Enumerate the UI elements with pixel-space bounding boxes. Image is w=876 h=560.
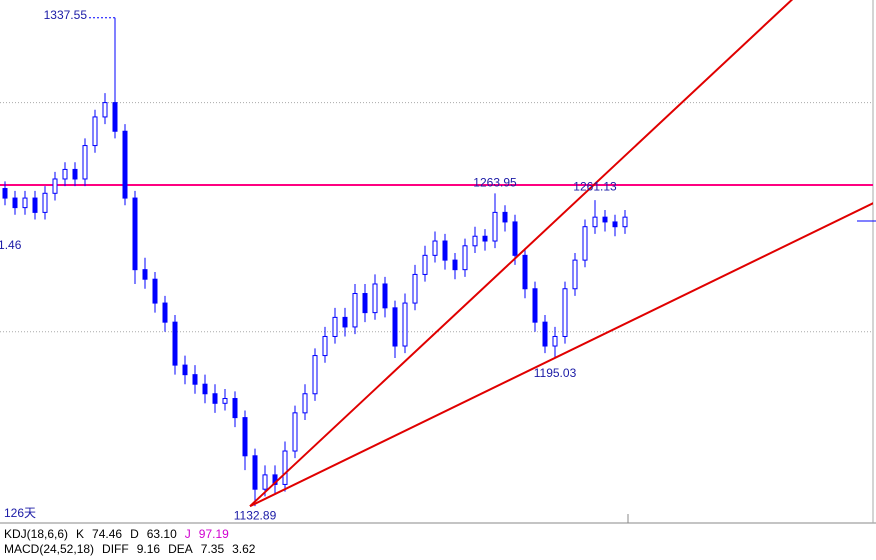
candle-body [462, 245, 468, 271]
candle-body [142, 269, 148, 280]
candle-body [362, 293, 368, 314]
candle-body [92, 116, 98, 147]
candle-body [232, 398, 238, 419]
candle-body [352, 293, 358, 328]
candle-body [472, 235, 478, 247]
candle-body [372, 283, 378, 314]
candle-body [212, 393, 218, 404]
candle-body [2, 188, 8, 199]
candle-body [612, 221, 618, 228]
candle-body [52, 178, 58, 194]
candle-body [332, 316, 338, 337]
price-annotation: 1132.89 [234, 508, 277, 522]
candle-body [242, 417, 248, 457]
candle-body [162, 302, 168, 323]
candle-body [32, 197, 38, 213]
candle-body [302, 393, 308, 414]
price-annotation: 1195.03 [534, 366, 577, 380]
candle-body [552, 335, 558, 347]
candle-body [522, 254, 528, 290]
candle-body [112, 102, 118, 132]
candle-body [422, 254, 428, 275]
candle-body [12, 197, 18, 209]
plot: 1337.55 1263.95 1261.13 1195.03 1132.89 1261.… [0, 0, 873, 522]
candle-body [402, 302, 408, 347]
indicator-name: D [130, 527, 139, 541]
candle-body [152, 278, 158, 304]
candle-body [592, 216, 598, 228]
candle-body [412, 273, 418, 304]
candle-body [22, 197, 28, 209]
candle-body [622, 216, 628, 228]
candle-body [502, 211, 508, 223]
candle-body [482, 235, 488, 242]
candle-body [42, 192, 48, 213]
indicator-name: DEA [168, 542, 193, 556]
candle-body [382, 283, 388, 309]
candle-body [122, 130, 128, 199]
candle-body [532, 288, 538, 323]
candle-body [312, 355, 318, 395]
price-annotation: 1263.95 [473, 176, 517, 190]
chart: 1337.55 1263.95 1261.13 1195.03 1132.89 1261.… [0, 0, 876, 524]
candle-body [252, 455, 258, 490]
indicator-value: 9.16 [136, 542, 161, 556]
candle-body [172, 321, 178, 366]
candle-body [452, 259, 458, 271]
indicator-value: 74.46 [92, 527, 123, 541]
candle-body [182, 364, 188, 376]
candle-body [202, 383, 208, 395]
candle-body [512, 221, 518, 256]
indicator-value: 97.19 [198, 527, 229, 541]
candle-body [492, 211, 498, 242]
indicator-name: J [184, 527, 191, 541]
candle-body [562, 288, 568, 337]
trendline [249, 0, 794, 507]
indicator-label: MACD(24,52,18) [4, 542, 95, 556]
candle-body [442, 240, 448, 261]
candle-body [282, 450, 288, 485]
candle-body [602, 216, 608, 223]
candle-body [392, 307, 398, 347]
candle-body [222, 398, 228, 404]
indicator-name: DIFF [102, 542, 129, 556]
price-annotation: 1337.55 [44, 8, 88, 22]
candle-body [192, 374, 198, 385]
candle-body [432, 240, 438, 256]
candle-body [542, 321, 548, 347]
candle-body [102, 102, 108, 118]
candle-body [62, 168, 68, 180]
candle-body [322, 335, 328, 357]
price-annotation: 1261.13 [573, 179, 617, 193]
indicator-value: 3.62 [232, 542, 256, 556]
trendline [249, 202, 873, 508]
candle-body [262, 474, 268, 490]
candle-body [342, 316, 348, 328]
candle-body [572, 259, 578, 290]
candle-body [582, 226, 588, 261]
indicator-name: K [76, 527, 85, 541]
indicator-label: KDJ(18,6,6) [4, 527, 69, 541]
indicator-value: 7.35 [200, 542, 225, 556]
period-label: 126天 [4, 506, 36, 520]
indicator-value: 63.10 [146, 527, 177, 541]
macd-row: MACD(24,52,18) DIFF 9.16 DEA 7.35 3.62 [4, 542, 263, 556]
kdj-row: KDJ(18,6,6) K 74.46 D 63.10 J 97.19 [4, 527, 237, 541]
candle-body [132, 197, 138, 271]
candle-body [82, 145, 88, 180]
candle-body [72, 168, 78, 180]
candle-body [292, 412, 298, 452]
left-price-label: 1261.46 [0, 238, 22, 252]
indicator-panel: KDJ(18,6,6) K 74.46 D 63.10 J 97.19 MACD(24,52… [0, 524, 876, 560]
